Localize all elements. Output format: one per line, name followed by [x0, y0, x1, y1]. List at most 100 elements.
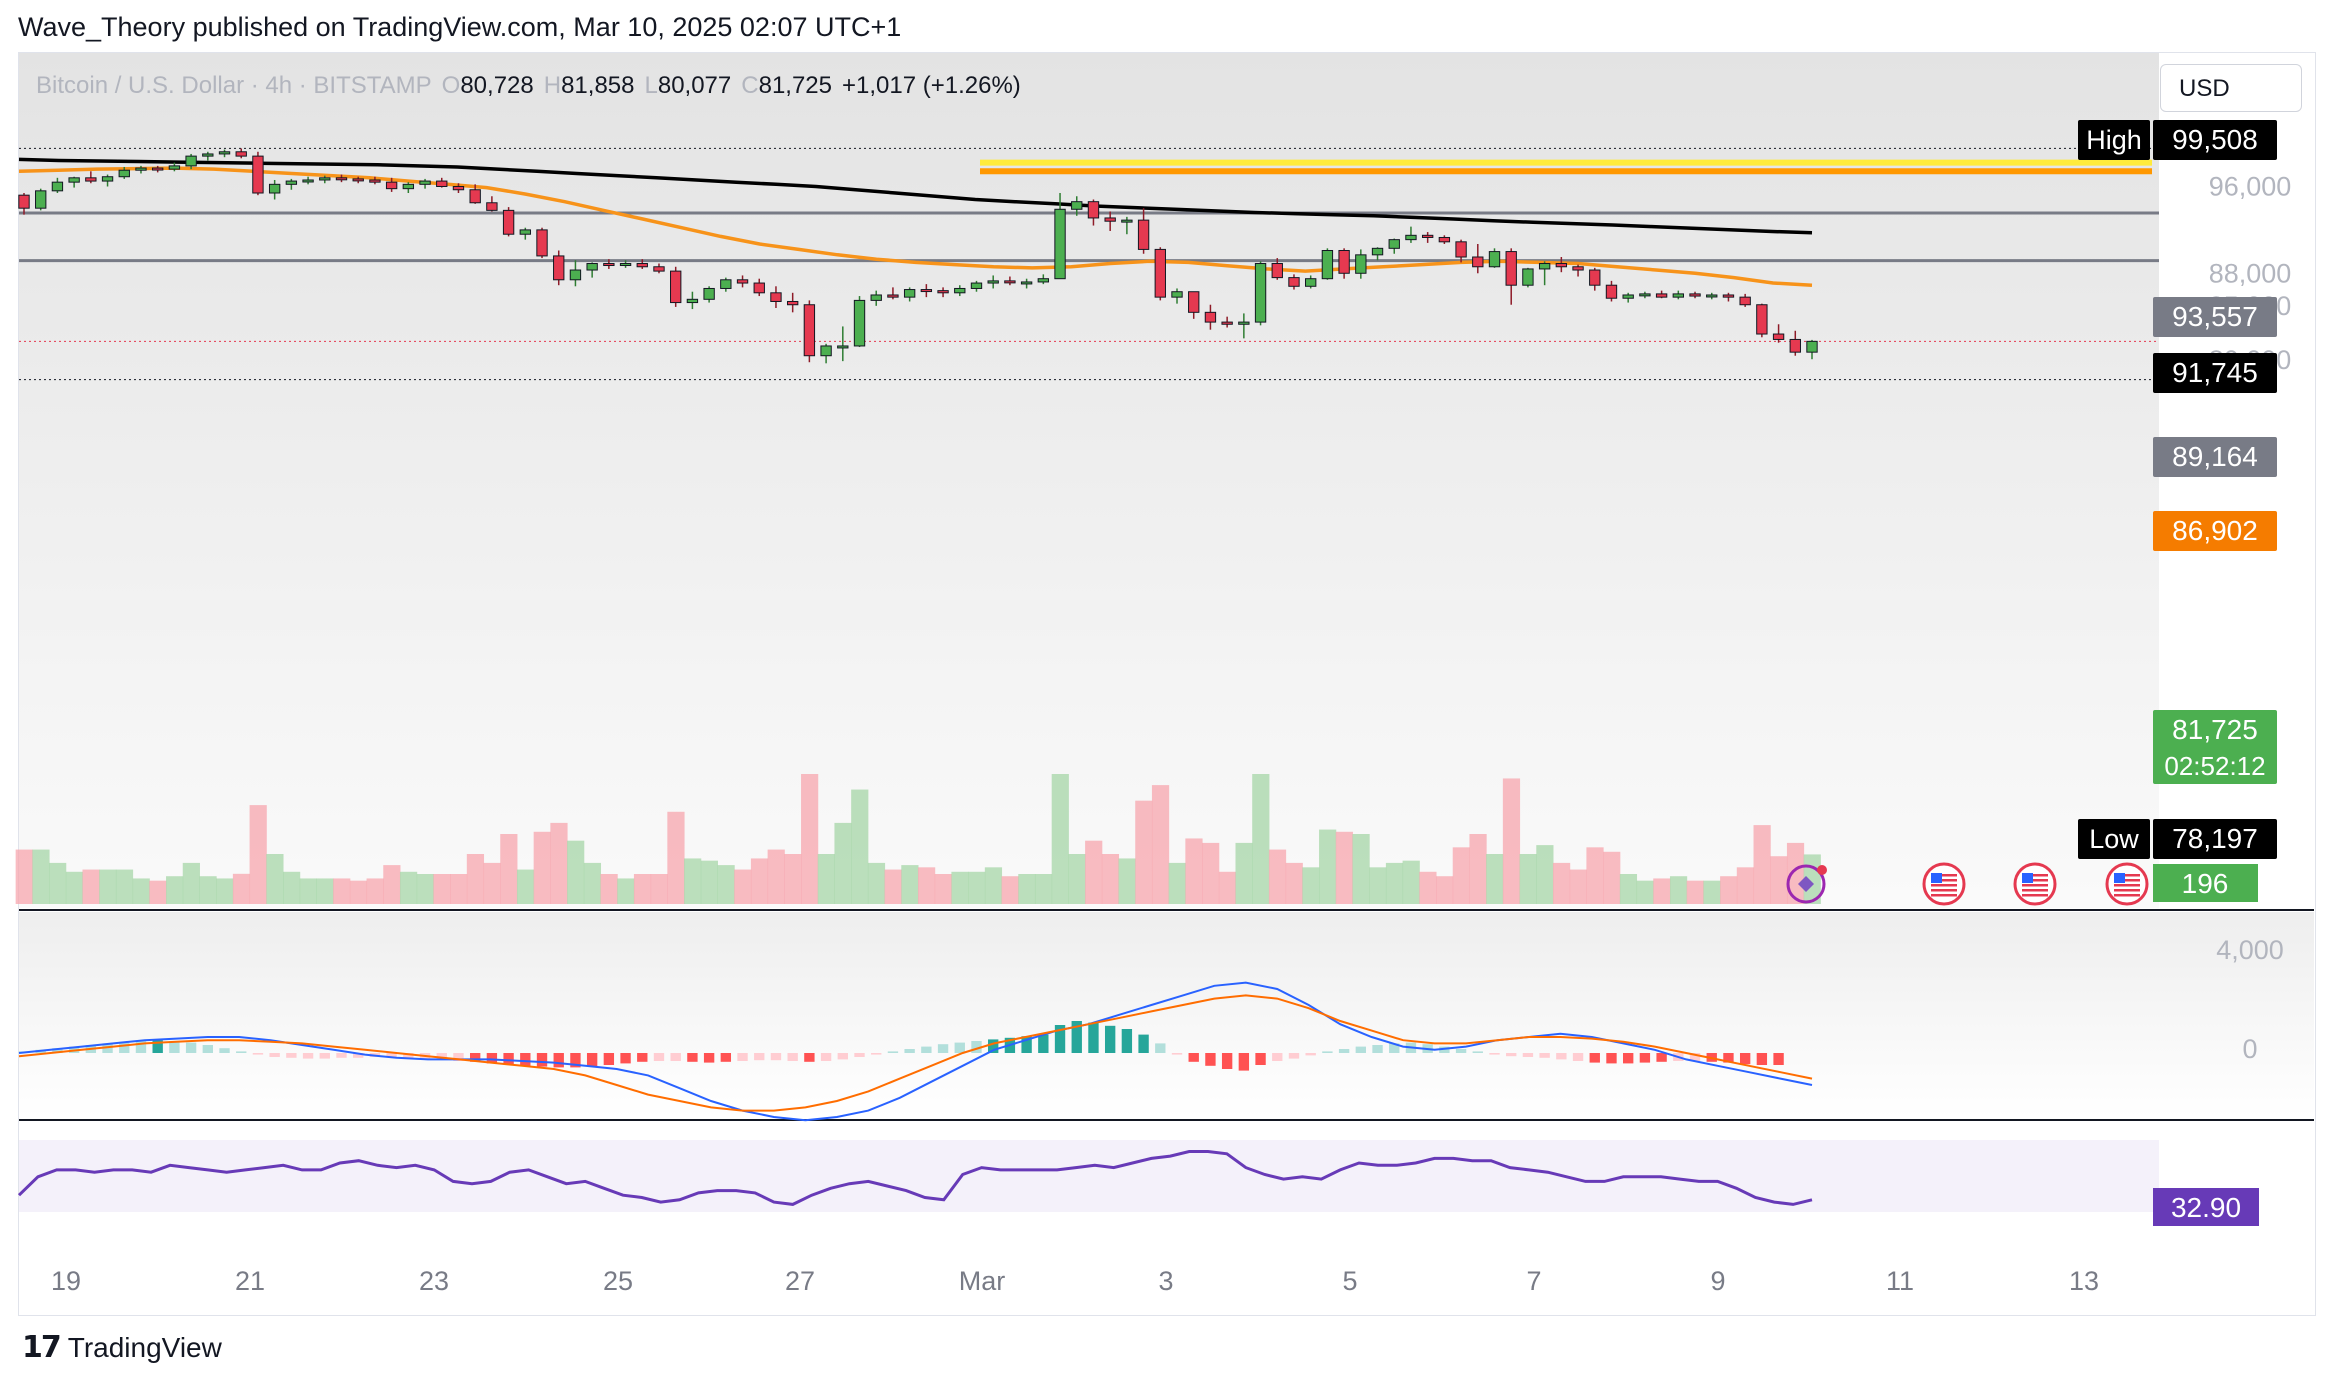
volume-bar — [1335, 831, 1353, 904]
macd-histogram-bar — [988, 1039, 999, 1053]
candle-body — [135, 167, 147, 171]
y-axis-tick-label: 96,000 — [2209, 171, 2292, 201]
us-economic-event-icon[interactable] — [2105, 862, 2149, 906]
candle-body — [1789, 338, 1801, 353]
macd-histogram-bar — [436, 1053, 447, 1060]
volume-bar — [349, 880, 368, 904]
sparkle-icon[interactable] — [1786, 864, 1827, 904]
macd-histogram-bar — [1355, 1046, 1367, 1053]
candle-body — [903, 289, 916, 298]
macd-histogram-bar — [119, 1041, 130, 1053]
volume-bar — [1703, 880, 1721, 904]
candle-body — [1271, 263, 1283, 279]
event-icon-stripe — [1931, 874, 1957, 877]
low-prefix: L — [644, 72, 658, 99]
candle-body — [636, 263, 648, 268]
volume-bar — [801, 774, 819, 904]
volume-bar — [1419, 871, 1437, 904]
volume-bar — [784, 854, 802, 904]
event-icon-stripe — [2114, 889, 2140, 892]
high-price-label-box — [2153, 120, 2277, 160]
candle-body — [118, 169, 130, 178]
us-economic-event-icon[interactable] — [1922, 862, 1966, 906]
ema-50-price-label-box — [2153, 511, 2277, 551]
volume-bar — [1402, 860, 1420, 904]
volume-bar — [383, 865, 401, 904]
macd-histogram-bar — [770, 1053, 782, 1061]
event-icon-stripe — [1931, 884, 1957, 887]
macd-histogram-bar — [1205, 1053, 1216, 1066]
macd-histogram-bar — [302, 1053, 314, 1059]
macd-axis-label: 4,000 — [2216, 935, 2284, 965]
x-axis-tick-label: 3 — [1158, 1266, 1173, 1296]
candle-body — [1421, 234, 1434, 238]
us-economic-event-icon[interactable] — [2013, 862, 2057, 906]
volume-bar — [1552, 862, 1571, 904]
volume-bar — [65, 871, 83, 904]
candle-body — [753, 282, 765, 294]
candle-body — [1004, 280, 1016, 284]
footer-brand: TradingView — [67, 1331, 222, 1363]
macd-histogram-bar — [620, 1053, 631, 1064]
candle-body — [1371, 247, 1384, 256]
event-icon-stripe — [2114, 874, 2140, 877]
candle-body — [820, 345, 832, 357]
candle-body — [1355, 254, 1367, 274]
x-axis-tick-label: 27 — [785, 1266, 815, 1296]
volume-bar — [1586, 847, 1604, 904]
macd-histogram-bar — [553, 1053, 564, 1068]
volume-bar — [399, 871, 418, 904]
event-icon-stripe — [2114, 894, 2140, 897]
event-icon-stripe — [1931, 889, 1957, 892]
volume-bar — [1753, 825, 1771, 904]
volume-bar — [1369, 867, 1387, 904]
macd-histogram-bar — [586, 1053, 598, 1067]
volume-bar — [884, 869, 902, 904]
volume-bar — [1034, 874, 1053, 904]
macd-histogram-bar — [386, 1053, 397, 1057]
candle-body — [1338, 249, 1350, 274]
volume-bar — [32, 849, 50, 904]
volume-bar — [1202, 842, 1220, 904]
candle-body — [1188, 291, 1200, 313]
event-icon-stripe — [2022, 889, 2048, 892]
volume-bar — [1085, 840, 1103, 904]
candle-body — [1722, 294, 1735, 298]
footer-branding: 𝟭𝟳 TradingView — [22, 1330, 222, 1365]
x-axis-tick-label: 19 — [51, 1266, 81, 1296]
volume-bar — [734, 869, 752, 904]
macd-histogram-bar — [1539, 1053, 1550, 1058]
candle-body — [1254, 263, 1267, 323]
volume-bar — [1569, 869, 1587, 904]
candle-body — [35, 190, 47, 209]
currency-selector[interactable]: USD — [2160, 64, 2302, 112]
candle-body — [1739, 296, 1751, 306]
macd-histogram-bar — [169, 1041, 180, 1053]
candle-body — [1154, 248, 1166, 298]
macd-histogram-bar — [1088, 1022, 1099, 1053]
macd-histogram-bar — [269, 1053, 280, 1057]
macd-histogram-bar — [1322, 1051, 1333, 1053]
y-axis-tick-label: 88,000 — [2209, 258, 2292, 288]
ohlc-legend: Bitcoin / U.S. Dollar · 4h · BITSTAMP O8… — [36, 72, 1021, 100]
candle-body — [1104, 217, 1116, 222]
candle-body — [1756, 304, 1768, 335]
macd-histogram-bar — [921, 1046, 932, 1053]
candle-body — [1054, 208, 1066, 280]
candle-body — [469, 189, 481, 204]
volume-bar — [149, 880, 167, 904]
candle-body — [770, 292, 782, 302]
candle-body — [1706, 294, 1718, 298]
macd-histogram-bar — [887, 1051, 899, 1053]
macd-histogram-bar — [1238, 1053, 1250, 1071]
event-icon-canton — [2114, 873, 2125, 883]
macd-histogram-bar — [1472, 1051, 1483, 1053]
macd-histogram-bar — [937, 1044, 949, 1053]
event-icon-stripe — [2022, 884, 2048, 887]
low-value: 80,077 — [657, 72, 732, 99]
tradingview-logo-icon: 𝟭𝟳 — [22, 1331, 62, 1364]
level-93557-label: 93,557 — [2172, 301, 2258, 332]
symbol-label[interactable]: Bitcoin / U.S. Dollar · 4h · BITSTAMP — [36, 72, 432, 99]
macd-histogram-bar — [1104, 1025, 1116, 1053]
